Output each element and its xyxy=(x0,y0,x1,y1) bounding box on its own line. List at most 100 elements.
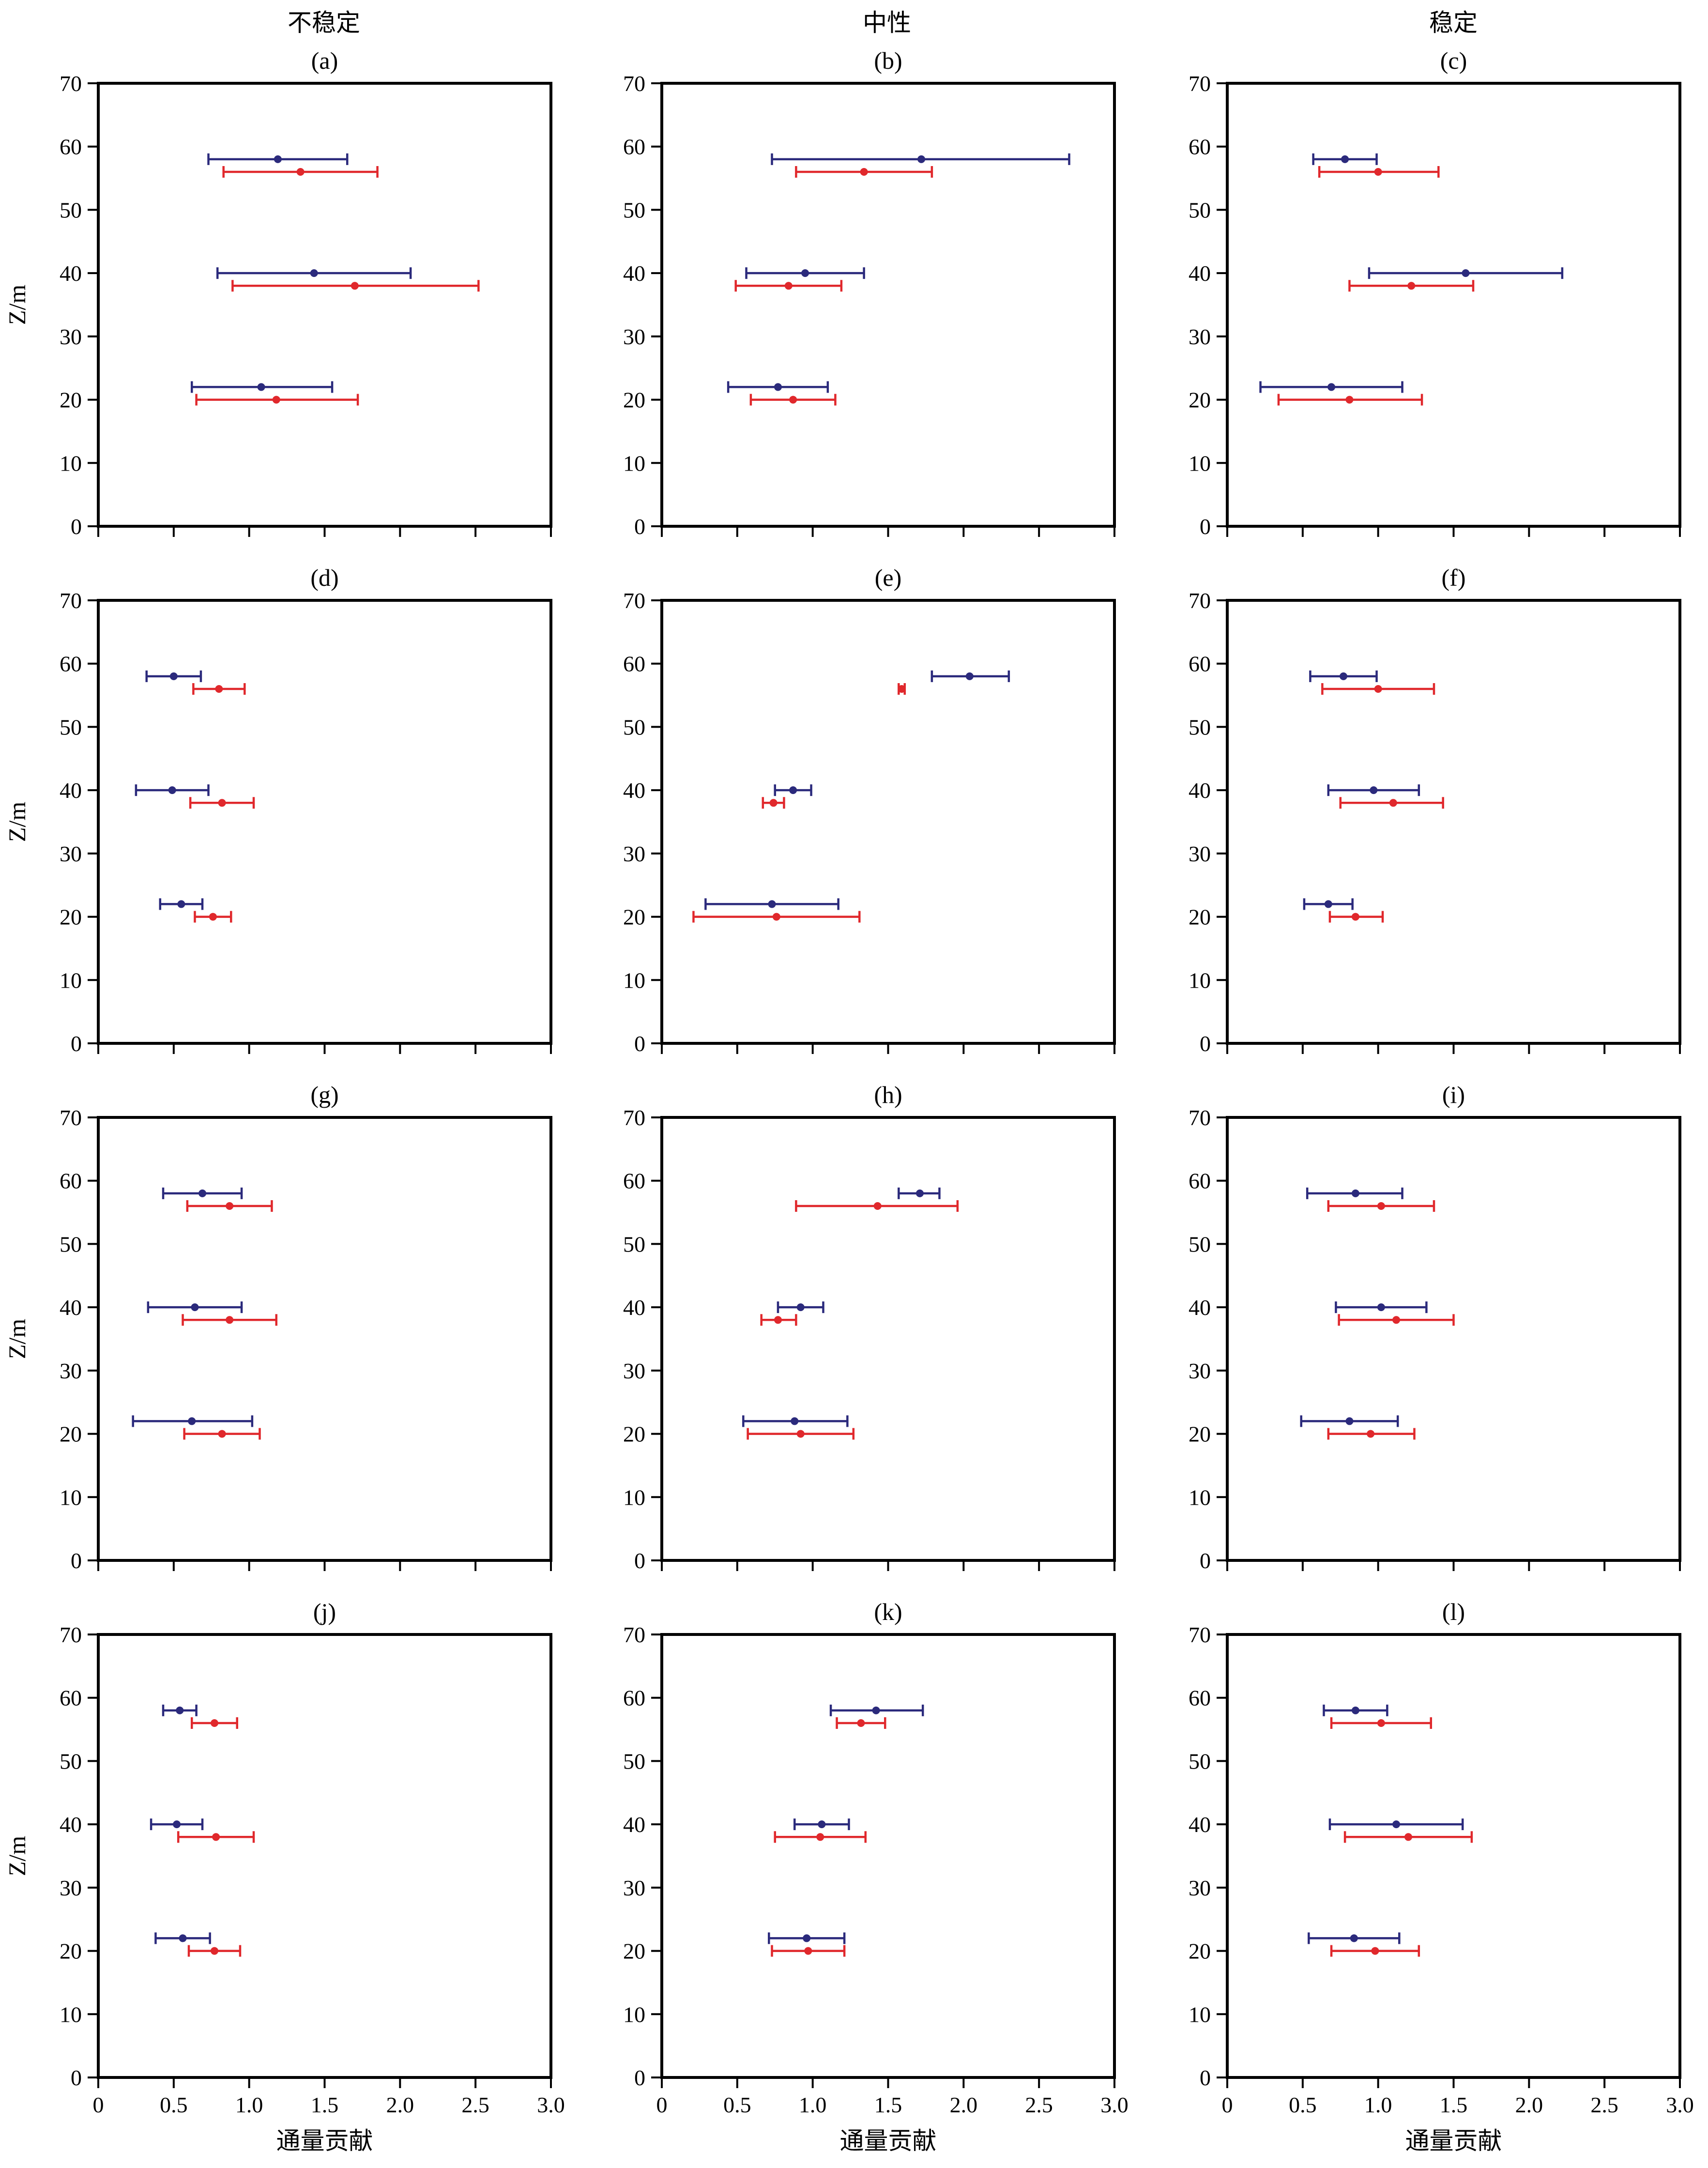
data-point xyxy=(1377,1719,1385,1727)
y-tick-label: 0 xyxy=(1200,514,1211,539)
y-tick-label: 60 xyxy=(60,1686,82,1710)
series-b xyxy=(1327,1200,1455,1440)
data-point xyxy=(796,1430,805,1438)
y-tick-label: 60 xyxy=(1189,135,1211,159)
y-tick-label: 70 xyxy=(60,71,82,96)
series-b xyxy=(771,1717,886,1957)
data-point xyxy=(1370,786,1378,794)
y-tick-label: 70 xyxy=(623,588,645,613)
series-a xyxy=(132,1187,254,1427)
data-point xyxy=(1341,155,1349,163)
data-point xyxy=(898,685,906,693)
y-tick-label: 70 xyxy=(1189,71,1211,96)
y-tick-label: 40 xyxy=(1189,1295,1211,1320)
data-point xyxy=(1374,168,1382,176)
series-a xyxy=(1300,1187,1428,1427)
y-tick-label: 60 xyxy=(60,1169,82,1193)
data-point xyxy=(804,1947,812,1955)
y-tick-label: 20 xyxy=(1189,905,1211,930)
y-tick-label: 10 xyxy=(1189,968,1211,992)
y-tick-label: 0 xyxy=(71,1548,82,1573)
x-tick-label: 1.0 xyxy=(799,2092,827,2117)
y-tick-label: 20 xyxy=(623,1422,645,1447)
panel-j: (j) 0 10 20 30 40 50 60 70 0 0.5 1.0 1.5 2.0 2.5 3.0 Z/m… xyxy=(3,1598,565,2154)
data-point xyxy=(917,155,926,163)
data-point xyxy=(772,913,780,921)
data-point xyxy=(272,396,280,404)
data-point xyxy=(226,1316,234,1324)
y-tick-label: 0 xyxy=(71,514,82,539)
y-tick-label: 0 xyxy=(634,2065,645,2090)
panel-label: (l) xyxy=(1442,1598,1465,1625)
y-tick-label: 20 xyxy=(60,388,82,412)
panel-b: (b) 0 10 20 30 40 50 60 70 xyxy=(623,47,1116,539)
data-point xyxy=(796,1303,805,1312)
y-tick-label: 20 xyxy=(623,388,645,412)
column-headers: 不稳定 中性 稳定 xyxy=(288,9,1478,36)
y-tick-label: 30 xyxy=(1189,841,1211,866)
y-tick-label: 30 xyxy=(623,1876,645,1900)
y-tick-label: 50 xyxy=(60,1232,82,1256)
panel-l: (l) 0 10 20 30 40 50 60 70 0 0.5 1.0 1.5 2.0 2.5 3.0 通量贡… xyxy=(1189,1598,1694,2154)
data-point xyxy=(1462,269,1470,277)
x-tick-label: 2.5 xyxy=(1590,2092,1618,2117)
data-point xyxy=(188,1417,196,1425)
y-tick-label: 30 xyxy=(1189,1359,1211,1383)
x-tick-label: 0.5 xyxy=(1289,2092,1317,2117)
panel-label: (e) xyxy=(875,564,902,591)
y-tick-label: 60 xyxy=(1189,1686,1211,1710)
y-tick-label: 10 xyxy=(1189,2002,1211,2027)
axes-frame xyxy=(660,1633,1116,2079)
y-tick-label: 10 xyxy=(623,1485,645,1510)
series-b xyxy=(734,166,933,406)
y-tick-label: 70 xyxy=(60,1622,82,1647)
y-tick-label: 0 xyxy=(71,2065,82,2090)
panel-e: (e) 0 10 20 30 40 50 60 70 xyxy=(623,564,1116,1056)
axes-frame xyxy=(97,599,552,1045)
data-point xyxy=(310,269,318,277)
data-point xyxy=(1345,396,1354,404)
y-tick-label: 40 xyxy=(1189,261,1211,286)
data-point xyxy=(965,672,974,680)
y-tick-label: 0 xyxy=(634,1548,645,1573)
panel-d: (d) 0 10 20 30 40 50 60 70 Z/m xyxy=(3,564,552,1056)
series-a xyxy=(190,153,412,393)
data-point xyxy=(257,383,265,391)
series-b xyxy=(1277,166,1475,406)
y-axis-label: Z/m xyxy=(3,1319,30,1359)
data-point xyxy=(212,1833,220,1841)
y-tick-label: 0 xyxy=(634,1031,645,1056)
panel-label: (j) xyxy=(313,1598,336,1625)
y-tick-label: 50 xyxy=(1189,715,1211,739)
x-tick-label: 3.0 xyxy=(1100,2092,1128,2117)
y-tick-label: 30 xyxy=(60,1876,82,1900)
y-tick-label: 10 xyxy=(60,2002,82,2027)
data-point xyxy=(177,900,185,908)
data-point xyxy=(1371,1947,1379,1955)
x-tick-label: 0.5 xyxy=(723,2092,751,2117)
panel-a: (a) 0 10 20 30 40 50 60 70 Z/m xyxy=(3,47,552,539)
y-axis-label: Z/m xyxy=(3,1836,30,1876)
data-point xyxy=(1351,1706,1359,1714)
column-header-unstable: 不稳定 xyxy=(288,9,360,36)
y-tick-label: 70 xyxy=(1189,1622,1211,1647)
panel-label: (h) xyxy=(874,1081,902,1108)
y-tick-label: 60 xyxy=(623,1686,645,1710)
series-a xyxy=(135,670,210,910)
x-axis-label: 通量贡献 xyxy=(840,2127,937,2154)
panel-label: (i) xyxy=(1442,1081,1465,1108)
x-tick-label: 1.5 xyxy=(311,2092,339,2117)
column-header-neutral: 中性 xyxy=(863,9,911,36)
data-point xyxy=(1327,383,1336,391)
y-tick-label: 10 xyxy=(623,451,645,475)
panel-g: (g) 0 10 20 30 40 50 60 70 Z/m xyxy=(3,1081,552,1573)
data-point xyxy=(210,1719,218,1727)
y-tick-label: 60 xyxy=(1189,1169,1211,1193)
y-tick-label: 20 xyxy=(60,1939,82,1964)
y-tick-label: 50 xyxy=(60,198,82,222)
x-tick-label: 2.5 xyxy=(461,2092,489,2117)
y-tick-label: 10 xyxy=(623,2002,645,2027)
y-tick-label: 70 xyxy=(623,71,645,96)
data-point xyxy=(274,155,282,163)
y-tick-label: 50 xyxy=(60,715,82,739)
